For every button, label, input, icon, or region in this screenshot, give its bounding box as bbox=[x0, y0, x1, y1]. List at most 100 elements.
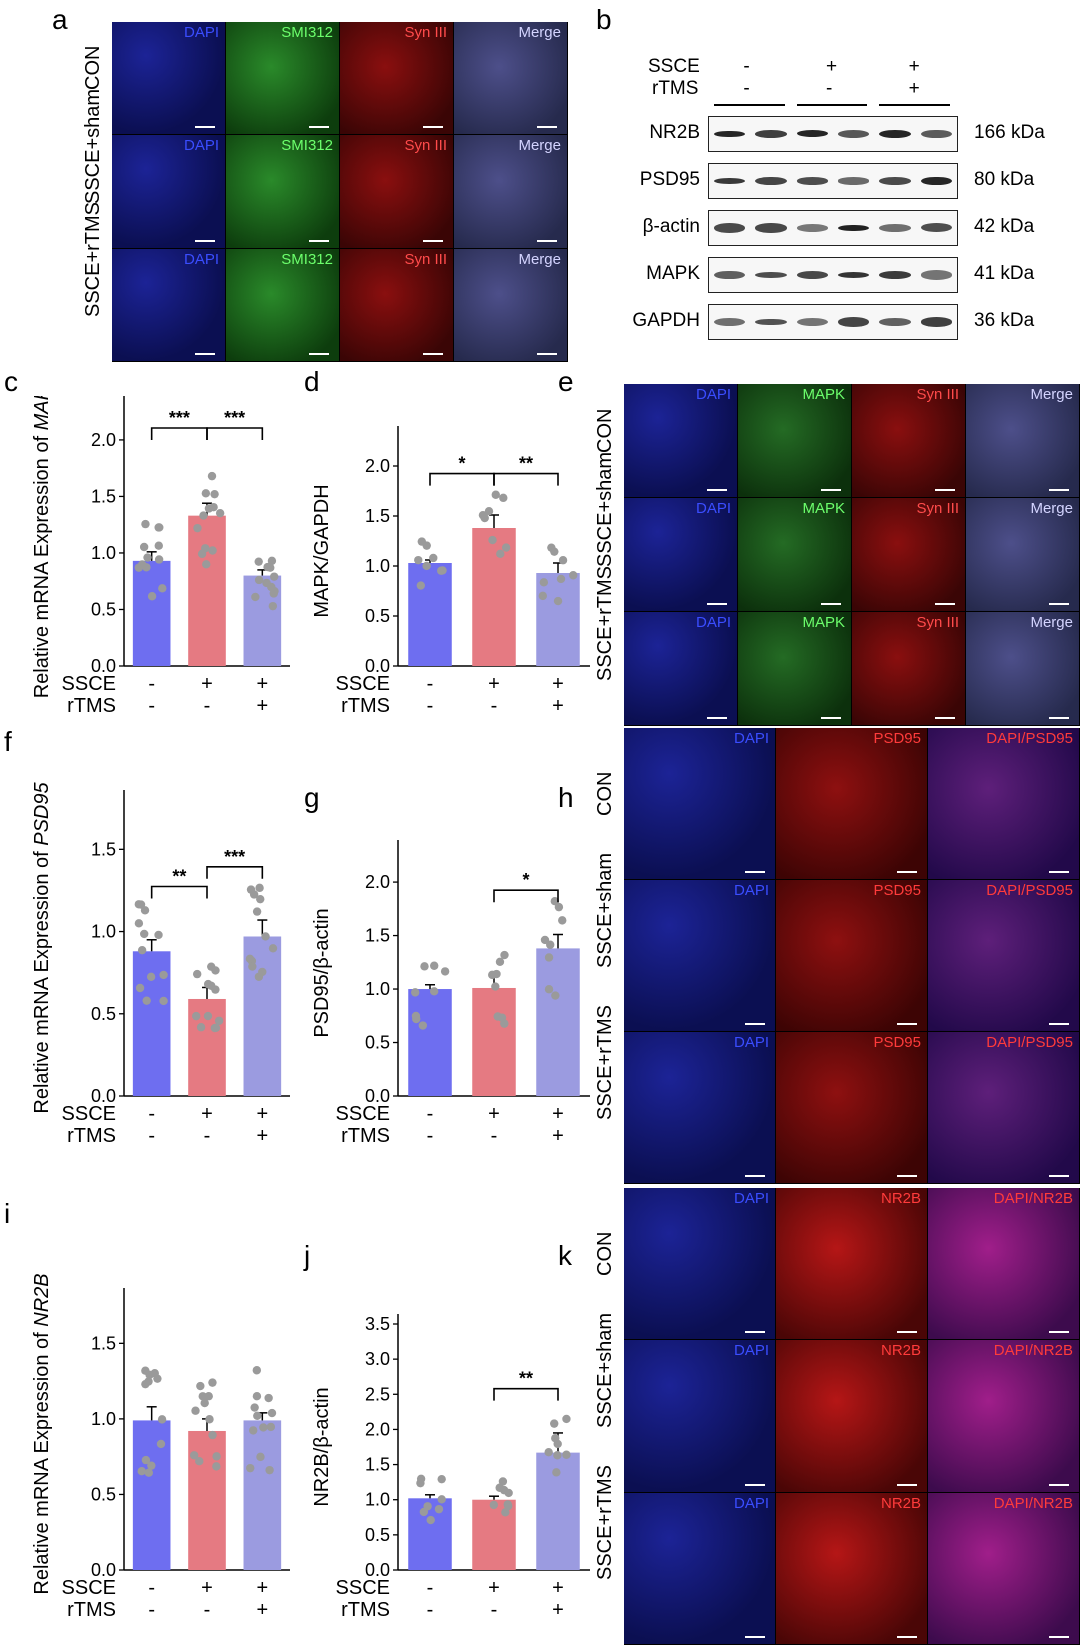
channel-label: Merge bbox=[1030, 614, 1073, 631]
significance-label: *** bbox=[169, 408, 190, 428]
sample-dot bbox=[201, 489, 211, 498]
micrograph-panel_h-0-0: DAPI bbox=[624, 728, 775, 879]
group-row-mark: + bbox=[488, 673, 500, 695]
channel-label: DAPI/NR2B bbox=[993, 1494, 1073, 1512]
y-tick-label: 3.0 bbox=[365, 1349, 390, 1369]
y-axis-label-gene: MAPK bbox=[31, 396, 53, 430]
sample-dot bbox=[208, 1378, 217, 1387]
y-tick-label: 1.5 bbox=[365, 926, 390, 946]
wb-band bbox=[838, 130, 870, 138]
panel-label-h: h bbox=[558, 782, 574, 813]
wb-band bbox=[838, 271, 870, 279]
micrograph-panel_a-0-1: SMI312 bbox=[226, 22, 339, 135]
wb-mark: + bbox=[908, 78, 920, 99]
channel-label: DAPI/NR2B bbox=[993, 1342, 1073, 1360]
sample-dot bbox=[265, 1465, 274, 1475]
y-tick-label: 2.0 bbox=[365, 1419, 390, 1439]
scale-bar bbox=[309, 352, 329, 355]
sample-dot bbox=[420, 962, 429, 971]
scale-bar bbox=[897, 1483, 917, 1486]
channel-label: NR2B bbox=[880, 1494, 921, 1512]
wb-header-rtms: rTMS bbox=[652, 78, 699, 99]
significance-label: *** bbox=[224, 408, 245, 428]
channel-label: DAPI bbox=[183, 137, 219, 155]
micrograph-panel_k-0-1: NR2B bbox=[776, 1188, 927, 1340]
sample-dot bbox=[153, 1374, 162, 1383]
scale-bar bbox=[935, 717, 955, 719]
wb-band-name: GAPDH bbox=[632, 310, 700, 331]
y-tick-label: 1.5 bbox=[91, 486, 116, 506]
micrograph-panel_e-2-1: MAPK bbox=[738, 612, 851, 725]
wb-band bbox=[879, 318, 911, 326]
channel-label: Syn III bbox=[404, 137, 447, 155]
channel-label: SMI312 bbox=[281, 24, 333, 41]
bar-ssce-sham bbox=[188, 515, 226, 666]
group-row-mark: - bbox=[148, 695, 155, 717]
panel-label-k: k bbox=[558, 1240, 572, 1271]
channel-label: Syn III bbox=[404, 250, 447, 268]
wb-band-size: 166 kDa bbox=[974, 122, 1045, 143]
sample-dot bbox=[497, 1013, 507, 1022]
scale-bar bbox=[1049, 717, 1069, 719]
sample-dot bbox=[157, 1415, 167, 1424]
y-tick-label: 1.0 bbox=[91, 922, 116, 942]
sample-dot bbox=[551, 1433, 560, 1443]
group-row-mark: - bbox=[148, 1577, 155, 1599]
y-axis-label: Relative mRNA Expression of NR2B bbox=[31, 1273, 53, 1594]
wb-group-line bbox=[796, 104, 868, 106]
micrograph-panel_e-0-2: Syn III bbox=[852, 384, 965, 497]
wb-band-name: MAPK bbox=[646, 263, 700, 284]
sample-dot bbox=[159, 970, 168, 980]
y-tick-label: 0.0 bbox=[365, 1086, 390, 1106]
scale-bar bbox=[707, 603, 727, 605]
wb-band bbox=[879, 271, 911, 279]
sample-dot bbox=[248, 1426, 258, 1435]
sample-dot bbox=[205, 1415, 214, 1424]
significance-bracket bbox=[493, 472, 559, 486]
chart-svg-f: 0.0 0.5 1.0 1.5 Relative mRNA Expression of … bbox=[31, 781, 290, 1147]
sample-dot bbox=[550, 1419, 559, 1428]
chart-svg-i: 0.0 0.5 1.0 1.5 Relative mRNA Expression of … bbox=[31, 1273, 290, 1621]
sample-dot bbox=[138, 560, 147, 569]
sample-dot bbox=[251, 592, 260, 602]
sample-dot bbox=[136, 900, 146, 909]
wb-band-size: 80 kDa bbox=[974, 169, 1035, 190]
sample-dot bbox=[140, 929, 149, 939]
sample-dot bbox=[538, 591, 548, 601]
wb-group-line bbox=[714, 104, 785, 106]
y-tick-label: 1.0 bbox=[91, 543, 116, 563]
sample-dot bbox=[249, 890, 259, 899]
wb-band bbox=[879, 177, 911, 185]
chart-svg-c: 0.0 0.5 1.0 1.5 2.0 Relative mRNA Expression … bbox=[31, 396, 290, 717]
micrograph-panel_h-1-0: DAPI bbox=[624, 880, 775, 1031]
micrograph-panel_a-0-3: Merge bbox=[454, 22, 567, 135]
channel-label: DAPI bbox=[733, 882, 769, 899]
micrograph-panel_a-2-0: DAPI bbox=[112, 248, 225, 361]
sample-dot bbox=[259, 1423, 268, 1432]
group-row-mark: + bbox=[201, 1103, 213, 1125]
sample-dot bbox=[147, 1461, 156, 1470]
sample-dot bbox=[189, 1451, 199, 1460]
sample-dot bbox=[256, 894, 265, 904]
bar-con bbox=[408, 563, 452, 666]
wb-band bbox=[714, 177, 746, 185]
scale-bar bbox=[1049, 1175, 1069, 1177]
group-row-mark: + bbox=[256, 1577, 268, 1599]
wb-band bbox=[714, 317, 746, 327]
sample-dot bbox=[429, 553, 438, 563]
scale-bar bbox=[821, 489, 841, 491]
chart-f-psd95-mrna: 0.0 0.5 1.0 1.5 Relative mRNA Expression of … bbox=[0, 770, 300, 1190]
sample-dot bbox=[267, 582, 276, 592]
scale-bar bbox=[821, 717, 841, 719]
wb-band bbox=[796, 271, 828, 279]
row-label-panel_h-2: SSCE+rTMS bbox=[594, 1004, 616, 1120]
sample-dot bbox=[266, 1422, 276, 1432]
sample-dot bbox=[255, 883, 264, 893]
group-row-mark: - bbox=[491, 1599, 498, 1621]
y-axis-label-text: Relative mRNA Expression of bbox=[31, 430, 53, 698]
significance-bracket bbox=[493, 1387, 559, 1401]
wb-band-strip bbox=[708, 304, 958, 340]
sample-dot bbox=[429, 987, 439, 996]
y-tick-label: 0.5 bbox=[91, 1484, 116, 1504]
sample-dot bbox=[498, 1477, 508, 1486]
